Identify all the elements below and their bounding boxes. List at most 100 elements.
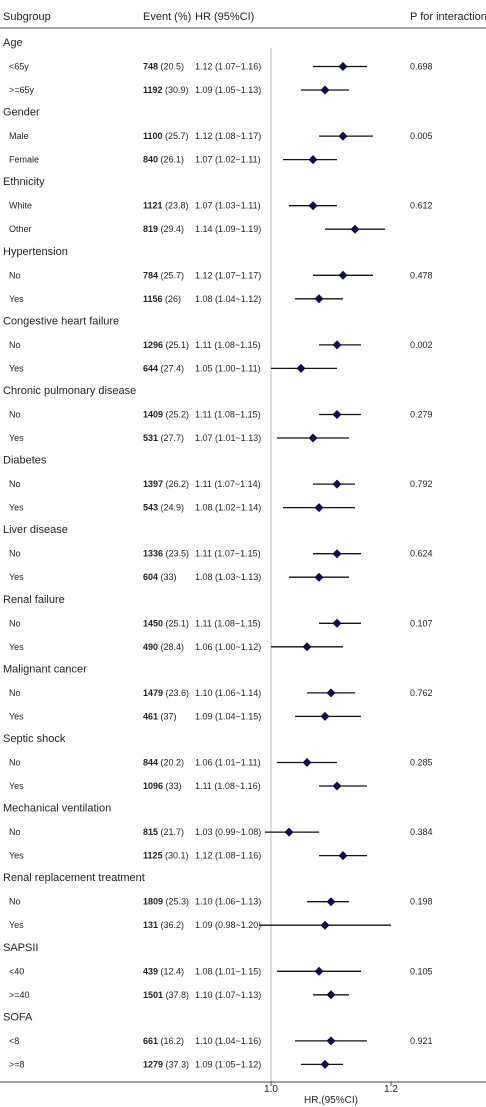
- row-event: 604 (33): [143, 572, 177, 582]
- table-row: Yes 604 (33) 1.08 (1.03~1.13): [9, 572, 349, 582]
- subgroup-block: Septic shock No 844 (20.2) 1.06 (1.01~1.11)…: [3, 733, 433, 791]
- row-label: No: [9, 758, 21, 768]
- row-event-percent: (26.1): [158, 155, 184, 165]
- row-event-percent: (16.2): [158, 1036, 184, 1046]
- hr-point: [308, 155, 318, 165]
- subgroup-title: Renal replacement treatment: [3, 872, 145, 884]
- hr-point: [284, 827, 294, 837]
- hr-point: [326, 688, 336, 698]
- p-interaction: 0.478: [410, 270, 433, 280]
- row-event-count: 1336: [143, 549, 163, 559]
- subgroup-title: Ethnicity: [3, 176, 45, 188]
- p-interaction: 0.279: [410, 410, 433, 420]
- row-hr-text: 1.11 (1.08~1.15): [195, 618, 261, 628]
- row-label: >=65y: [9, 85, 35, 95]
- table-row: >=8 1279 (37.3) 1.09 (1.05~1.12): [9, 1059, 343, 1069]
- table-row: Other 819 (29.4) 1.14 (1.09~1.19): [9, 224, 385, 234]
- subgroup-block: Renal failure No 1450 (25.1) 1.11 (1.08~1.1…: [3, 594, 433, 652]
- table-row: No 1479 (23.6) 1.10 (1.06~1.14) 0.762: [9, 688, 433, 698]
- hr-point: [332, 618, 342, 628]
- p-interaction: 0.624: [410, 549, 433, 559]
- row-label: Yes: [9, 851, 24, 861]
- row-event-percent: (28.4): [158, 642, 184, 652]
- row-event-count: 461: [143, 711, 158, 721]
- row-label: No: [9, 618, 21, 628]
- table-row: Yes 1125 (30.1) 1.12 (1.08~1.16): [9, 851, 367, 861]
- row-event: 461 (37): [143, 711, 177, 721]
- hr-point: [314, 503, 324, 513]
- hr-point: [320, 85, 330, 95]
- row-hr-text: 1.06 (1.00~1.12): [195, 642, 261, 652]
- row-hr-text: 1.10 (1.07~1.13): [195, 990, 261, 1000]
- row-event-count: 840: [143, 155, 158, 165]
- p-interaction: 0.612: [410, 201, 433, 211]
- row-label: >=8: [9, 1059, 25, 1069]
- table-row: >=65y 1192 (30.9) 1.09 (1.05~1.13): [9, 85, 349, 95]
- row-hr-text: 1.14 (1.09~1.19): [195, 224, 261, 234]
- subgroup-block: Hypertension No 784 (25.7) 1.12 (1.07~1.17)…: [3, 246, 433, 304]
- subgroup-title: SAPSII: [3, 942, 38, 954]
- row-hr-text: 1.10 (1.04~1.16): [195, 1036, 261, 1046]
- row-event: 1409 (25.2): [143, 410, 189, 420]
- hr-point: [302, 758, 312, 767]
- row-event-percent: (37): [158, 711, 177, 721]
- table-row: No 844 (20.2) 1.06 (1.01~1.11) 0.285: [9, 758, 433, 768]
- table-row: <8 661 (16.2) 1.10 (1.04~1.16) 0.921: [9, 1036, 433, 1046]
- hr-point: [338, 851, 348, 861]
- table-row: No 1450 (25.1) 1.11 (1.08~1.15) 0.107: [9, 618, 433, 628]
- hr-point: [326, 1036, 336, 1046]
- subgroup-block: Diabetes No 1397 (26.2) 1.11 (1.07~1.14) 0.7…: [3, 455, 433, 513]
- subgroup-title: Hypertension: [3, 246, 68, 258]
- row-label: Yes: [9, 433, 24, 443]
- row-event-count: 819: [143, 224, 158, 234]
- row-event-count: 131: [143, 920, 158, 930]
- row-event-count: 1296: [143, 340, 163, 350]
- row-event: 748 (20.5): [143, 62, 184, 72]
- row-event: 543 (24.9): [143, 503, 184, 513]
- row-event-percent: (23.5): [163, 549, 189, 559]
- row-event-percent: (37.3): [163, 1059, 189, 1069]
- row-event-percent: (25.2): [163, 410, 189, 420]
- row-hr-text: 1.07 (1.02~1.11): [195, 155, 261, 165]
- row-event-count: 844: [143, 758, 158, 768]
- row-label: No: [9, 479, 21, 489]
- row-label: <40: [9, 966, 24, 976]
- row-event: 840 (26.1): [143, 155, 184, 165]
- row-event-percent: (25.7): [158, 270, 184, 280]
- row-event: 1296 (25.1): [143, 340, 189, 350]
- row-label: Male: [9, 131, 29, 141]
- row-hr-text: 1.11 (1.08~1.15): [195, 410, 261, 420]
- row-event: 815 (21.7): [143, 827, 184, 837]
- row-event-percent: (27.4): [158, 363, 184, 373]
- table-row: No 1409 (25.2) 1.11 (1.08~1.15) 0.279: [9, 410, 433, 420]
- row-hr-text: 1.06 (1.01~1.11): [195, 758, 261, 768]
- hr-point: [332, 479, 342, 489]
- row-label: Yes: [9, 711, 24, 721]
- row-event-count: 1279: [143, 1059, 163, 1069]
- row-event-percent: (24.9): [158, 503, 184, 513]
- table-row: Yes 531 (27.7) 1.07 (1.01~1.13): [9, 433, 349, 443]
- hr-point: [350, 224, 360, 234]
- row-hr-text: 1.08 (1.01~1.15): [195, 966, 261, 976]
- row-event-percent: (20.2): [158, 758, 184, 768]
- row-label: <8: [9, 1036, 19, 1046]
- row-label: No: [9, 270, 21, 280]
- table-row: <40 439 (12.4) 1.08 (1.01~1.15) 0.105: [9, 966, 433, 976]
- row-hr-text: 1.09 (0.98~1.20): [195, 920, 261, 930]
- row-label: Yes: [9, 642, 24, 652]
- row-event-count: 748: [143, 62, 158, 72]
- row-event-count: 1450: [143, 618, 163, 628]
- row-hr-text: 1.12 (1.08~1.16): [195, 851, 261, 861]
- row-label: No: [9, 340, 21, 350]
- row-event-count: 439: [143, 966, 158, 976]
- hr-point: [326, 897, 336, 907]
- column-header-hr: HR (95%CI): [195, 11, 254, 23]
- row-hr-text: 1.12 (1.07~1.17): [195, 270, 261, 280]
- subgroup-block: Renal replacement treatment No 1809 (25.3)…: [3, 872, 433, 930]
- table-row: No 1296 (25.1) 1.11 (1.08~1.15) 0.002: [9, 340, 433, 350]
- row-event-count: 604: [143, 572, 158, 582]
- row-event-count: 1192: [143, 85, 163, 95]
- table-row: Male 1100 (25.7) 1.12 (1.08~1.17) 0.005: [9, 131, 433, 141]
- row-event-count: 543: [143, 503, 158, 513]
